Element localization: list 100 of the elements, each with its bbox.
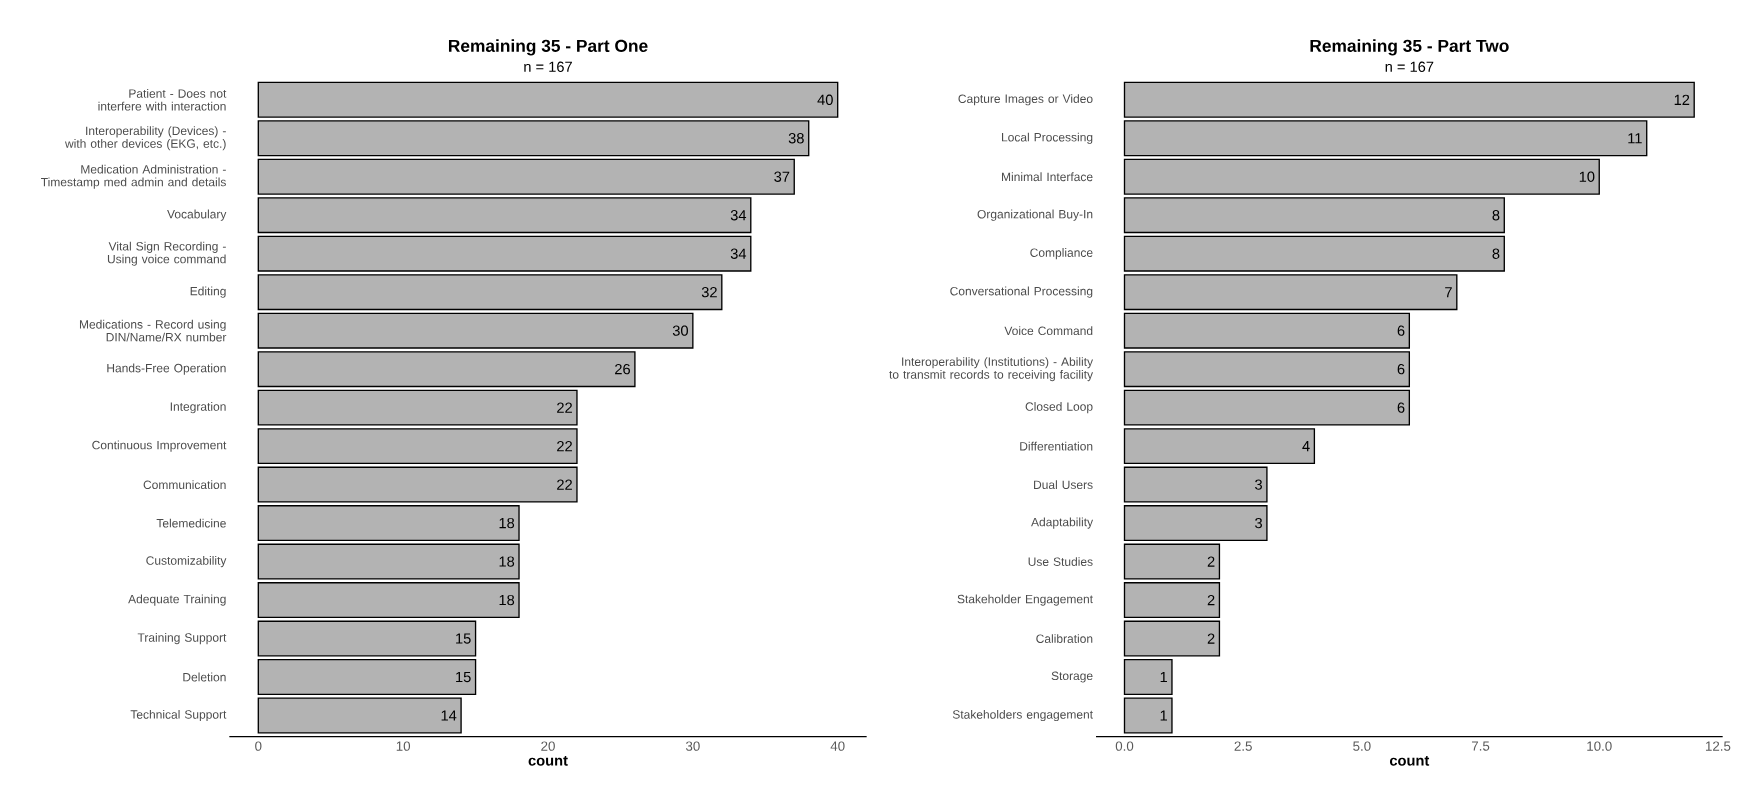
y-tick-label: Vital Sign Recording - Using voice command — [107, 241, 226, 266]
x-tick-label: 2.5 — [1234, 741, 1252, 751]
x-tick-label: 5.0 — [1353, 741, 1371, 751]
bar — [1123, 274, 1458, 311]
y-tick-label: Integration — [170, 402, 226, 414]
x-tick-label: 20 — [541, 741, 555, 751]
bar — [257, 197, 752, 234]
chart-title: Remaining 35 - Part One — [448, 39, 648, 56]
data-label: 2 — [1207, 594, 1215, 606]
y-tick-label: Training Support — [137, 632, 227, 645]
bar — [257, 659, 477, 696]
y-tick-label: Interoperability (Devices) - with other devices (EKG, etc.) — [64, 126, 226, 151]
y-tick-label: Customizability — [146, 555, 227, 568]
y-tick-label: Adequate Training — [128, 594, 226, 606]
y-tick-label: Hands-Free Operation — [107, 363, 226, 375]
bar — [1123, 351, 1411, 388]
bar — [257, 81, 839, 118]
data-label: 22 — [557, 479, 572, 490]
data-label: 3 — [1255, 479, 1262, 490]
data-label: 11 — [1628, 133, 1642, 144]
y-tick-label: Compliance — [1030, 248, 1093, 260]
data-label: 6 — [1397, 402, 1405, 413]
x-tick-label: 10.0 — [1587, 741, 1612, 751]
bar — [1123, 120, 1648, 157]
bar — [1123, 158, 1600, 195]
y-tick-label: Local Processing — [1002, 132, 1093, 144]
y-tick-label: Continuous Improvement — [92, 440, 227, 452]
data-label: 10 — [1579, 171, 1595, 182]
x-tick-label: 30 — [685, 741, 700, 751]
bar — [257, 505, 520, 542]
y-tick-label: Technical Support — [130, 709, 227, 722]
y-tick-label: Use Studies — [1028, 557, 1093, 566]
data-label: 4 — [1302, 441, 1310, 452]
y-tick-label: Stakeholders engagement — [952, 709, 1093, 722]
y-tick-label: Medications - Record using DIN/Name/RX number — [79, 319, 227, 342]
bar — [1123, 428, 1316, 465]
bar — [1123, 543, 1221, 580]
bar — [1123, 389, 1411, 426]
y-tick-label: Conversational Processing — [950, 286, 1093, 298]
x-tick-label: 0 — [255, 741, 262, 751]
y-tick-label: Voice Command — [1004, 326, 1093, 336]
data-label: 6 — [1397, 325, 1405, 336]
y-tick-label: Adaptability — [1031, 517, 1094, 529]
y-tick-label: Medication Administration - Timestamp med admin and details — [41, 164, 226, 189]
y-tick-label: Calibration — [1036, 634, 1093, 643]
data-label: 1 — [1160, 671, 1167, 683]
bar — [257, 428, 578, 465]
data-label: 40 — [817, 94, 833, 105]
x-axis-title: count — [1389, 755, 1430, 766]
data-label: 26 — [615, 363, 630, 375]
data-label: 18 — [499, 556, 515, 567]
data-label: 34 — [730, 248, 747, 259]
chart-subtitle: n = 167 — [524, 61, 572, 72]
bar — [257, 120, 810, 157]
data-label: 1 — [1160, 710, 1167, 721]
bar — [257, 351, 636, 388]
bar — [1123, 81, 1695, 118]
x-tick-label: 10 — [396, 741, 411, 751]
bar — [1123, 620, 1221, 657]
y-tick-label: Editing — [190, 286, 226, 298]
data-label: 8 — [1492, 248, 1500, 259]
y-tick-label: Dual Users — [1034, 480, 1093, 490]
bar — [257, 235, 752, 272]
data-label: 14 — [441, 710, 457, 721]
data-label: 18 — [499, 594, 515, 606]
x-tick-label: 0.0 — [1115, 741, 1134, 751]
y-tick-label: Patient - Does not interfere with interaction — [98, 88, 227, 111]
y-tick-label: Deletion — [183, 672, 226, 682]
data-label: 32 — [701, 287, 717, 298]
y-tick-label: Closed Loop — [1025, 402, 1093, 414]
data-label: 30 — [672, 325, 688, 336]
bar — [257, 543, 520, 580]
x-tick-label: 7.5 — [1471, 741, 1490, 751]
y-tick-label: Differentiation — [1020, 441, 1093, 451]
bar — [1123, 505, 1268, 542]
x-tick-label: 12.5 — [1705, 741, 1731, 751]
data-label: 2 — [1207, 633, 1215, 644]
bar — [1123, 235, 1505, 272]
y-tick-label: Storage — [1051, 671, 1093, 683]
bar — [1123, 697, 1173, 734]
y-tick-label: Communication — [143, 480, 226, 490]
x-tick-label: 40 — [830, 741, 845, 751]
data-label: 15 — [456, 671, 471, 683]
bar — [1123, 312, 1411, 349]
chart-title: Remaining 35 - Part Two — [1310, 39, 1509, 56]
bar — [257, 582, 520, 619]
data-label: 2 — [1207, 556, 1215, 567]
bar — [257, 697, 462, 734]
y-tick-label: Telemedicine — [156, 518, 226, 528]
data-label: 15 — [456, 633, 471, 644]
y-tick-label: Organizational Buy-In — [977, 209, 1093, 221]
data-label: 37 — [774, 171, 790, 182]
bar — [257, 158, 795, 195]
data-label: 6 — [1397, 363, 1405, 375]
y-tick-label: Capture Images or Video — [958, 94, 1093, 106]
chart-subtitle: n = 167 — [1385, 61, 1434, 72]
bar — [257, 620, 477, 657]
y-tick-label: Minimal Interface — [1002, 172, 1093, 182]
bar — [1123, 582, 1221, 619]
data-label: 34 — [730, 210, 747, 221]
